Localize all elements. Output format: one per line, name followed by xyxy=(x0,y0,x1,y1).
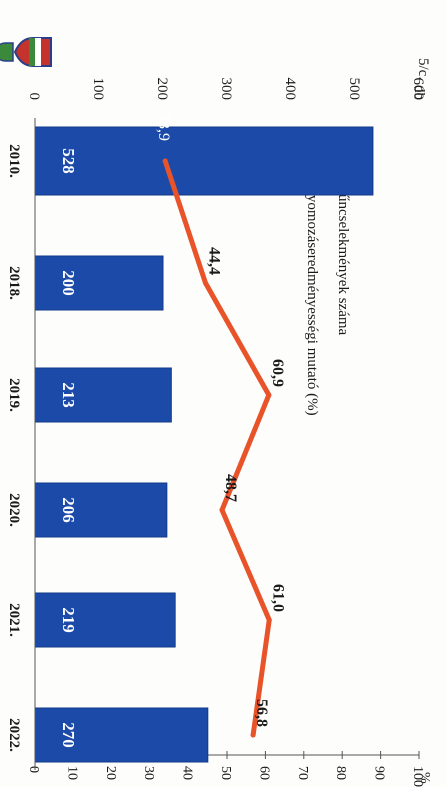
left-axis-unit: db xyxy=(411,85,427,100)
legend-label-line: Nyomozáseredményességi mutató (%) xyxy=(304,184,320,416)
x-axis: 2010. 2018. 2019. 2020. 2021. 2022. xyxy=(6,118,36,770)
line-point xyxy=(162,158,168,164)
bar xyxy=(34,367,172,423)
legend: Bűncselekmények száma Nyomozáseredményess… xyxy=(304,150,351,416)
coat-of-arms-icon xyxy=(0,42,14,62)
bar-data-label: 219 xyxy=(59,607,78,633)
logo-group xyxy=(0,37,52,67)
right-axis-tick-label: 70 xyxy=(295,766,310,780)
line-data-label: 60,9 xyxy=(269,359,286,387)
right-axis-tick-label: 20 xyxy=(103,766,118,780)
x-axis-tick-label: 2019. xyxy=(6,378,22,412)
bar-data-label: 200 xyxy=(59,270,78,296)
line-data-label: 44,4 xyxy=(205,247,222,275)
bar xyxy=(34,126,374,196)
line-point xyxy=(219,507,225,513)
bar-data-label: 270 xyxy=(59,722,78,748)
bar-data-label: 206 xyxy=(59,497,78,523)
x-axis-tick-label: 2010. xyxy=(6,144,22,178)
left-axis-tick-label: 0 xyxy=(26,93,42,101)
line-series: 33,9 44,4 60,9 48,7 61,0 56,8 xyxy=(155,113,286,738)
left-axis: db 0 100 200 300 400 500 600 xyxy=(26,78,427,101)
x-axis-tick-label: 2018. xyxy=(6,266,22,300)
left-axis-tick-label: 200 xyxy=(154,78,170,101)
page-label: 5/c. xyxy=(415,58,431,80)
bar xyxy=(34,255,164,311)
line-data-label: 33,9 xyxy=(155,113,172,141)
crest-band xyxy=(35,38,41,66)
left-axis-tick-label: 300 xyxy=(218,78,234,101)
right-axis-tick-label: 100 xyxy=(410,766,425,787)
right-axis-tick-label: 60 xyxy=(256,766,271,780)
crest-band xyxy=(29,38,35,66)
bar-series: 528 200 213 206 219 270 xyxy=(34,126,374,763)
line-point xyxy=(202,280,208,286)
line-point xyxy=(250,732,256,738)
bar xyxy=(34,592,176,648)
left-axis-tick-label: 600 xyxy=(410,78,426,101)
line-data-label: 56,8 xyxy=(253,699,270,727)
line-point xyxy=(266,392,272,398)
line-data-label: 61,0 xyxy=(269,584,286,612)
right-axis-tick-label: 80 xyxy=(333,766,348,780)
police-crest-icon xyxy=(13,37,52,67)
right-axis-unit: % xyxy=(417,772,432,784)
arms-shield xyxy=(0,42,14,62)
bar-data-label: 528 xyxy=(59,148,78,174)
left-axis-tick-label: 500 xyxy=(346,78,362,101)
line-path xyxy=(162,158,272,738)
left-axis-tick-label: 400 xyxy=(282,78,298,101)
left-axis-tick-label: 100 xyxy=(90,78,106,101)
bar xyxy=(34,482,168,538)
legend-label-bars: Bűncselekmények száma xyxy=(335,184,351,336)
right-axis-tick-label: 50 xyxy=(218,766,233,780)
right-axis-tick-label: 10 xyxy=(64,766,79,780)
line-point xyxy=(266,617,272,623)
line-data-label: 48,7 xyxy=(222,474,239,502)
bar-data-label: 213 xyxy=(59,382,78,408)
x-axis-tick-label: 2020. xyxy=(6,493,22,527)
right-axis-tick-label: 40 xyxy=(180,766,195,780)
x-axis-tick-label: 2021. xyxy=(6,603,22,637)
right-axis-tick-label: 0 xyxy=(26,766,41,773)
right-axis-tick-label: 30 xyxy=(141,766,156,780)
x-axis-tick-label: 2022. xyxy=(6,718,22,752)
right-axis-tick-label: 90 xyxy=(372,766,387,780)
